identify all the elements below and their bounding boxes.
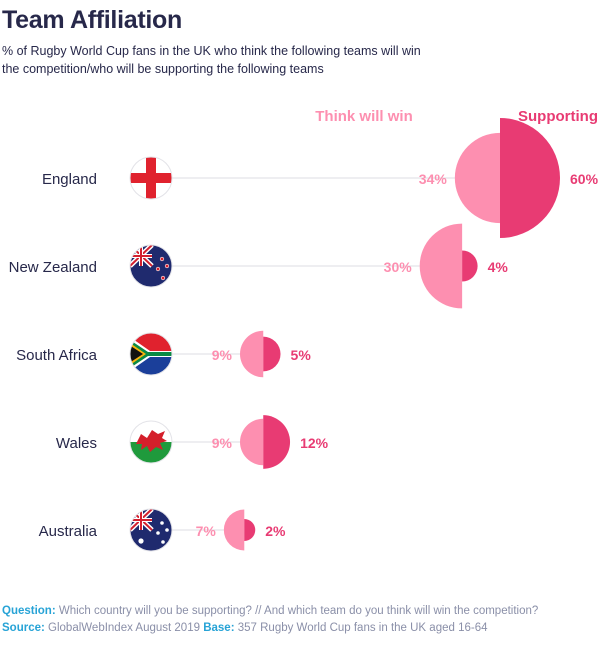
- chart-subtitle: % of Rugby World Cup fans in the UK who …: [2, 44, 421, 76]
- base-text: 357 Rugby World Cup fans in the UK aged …: [237, 622, 488, 634]
- think-semicircle: [239, 330, 264, 378]
- think-semicircle: [454, 132, 500, 224]
- source-text: GlobalWebIndex August 2019: [48, 622, 200, 634]
- support-value-label: 2%: [265, 523, 286, 539]
- australia-flag: [130, 509, 172, 551]
- category-label: Wales: [56, 435, 97, 452]
- support-semicircle: [263, 336, 281, 372]
- category-label: England: [42, 171, 97, 188]
- chart-title: Team Affiliation: [2, 6, 182, 34]
- support-semicircle: [500, 118, 560, 238]
- think-value-label: 9%: [212, 435, 233, 451]
- question-label: Question:: [2, 605, 56, 617]
- think-semicircle: [223, 509, 245, 551]
- category-label: Australia: [39, 523, 98, 540]
- source-label: Source:: [2, 622, 45, 634]
- england-flag: [130, 157, 172, 199]
- think-value-label: 9%: [212, 347, 233, 363]
- support-value-label: 5%: [291, 347, 312, 363]
- support-value-label: 60%: [570, 171, 599, 187]
- think-value-label: 30%: [384, 259, 413, 275]
- footer: Question: Which country will you be supp…: [2, 603, 598, 637]
- legend-think: Think will win: [315, 108, 413, 125]
- chart-svg: Think will win Supporting England 34% 60% N…: [9, 108, 599, 552]
- support-semicircle: [462, 250, 478, 282]
- new-zealand-flag: [130, 245, 172, 287]
- support-semicircle: [263, 415, 291, 469]
- footer-question: Question: Which country will you be supp…: [2, 603, 598, 620]
- support-semicircle: [244, 519, 256, 541]
- base-label: Base:: [203, 622, 235, 634]
- south-africa-flag: [130, 333, 172, 375]
- support-value-label: 4%: [488, 259, 509, 275]
- think-semicircle: [239, 418, 264, 466]
- support-value-label: 12%: [300, 435, 329, 451]
- think-semicircle: [419, 223, 463, 309]
- question-text: Which country will you be supporting? //…: [58, 605, 539, 617]
- think-value-label: 7%: [196, 523, 217, 539]
- category-label: South Africa: [16, 347, 98, 364]
- category-label: New Zealand: [9, 259, 97, 276]
- wales-flag: [130, 421, 172, 463]
- legend-support: Supporting: [518, 108, 598, 125]
- footer-source: Source: GlobalWebIndex August 2019 Base:…: [2, 620, 598, 637]
- think-value-label: 34%: [419, 171, 448, 187]
